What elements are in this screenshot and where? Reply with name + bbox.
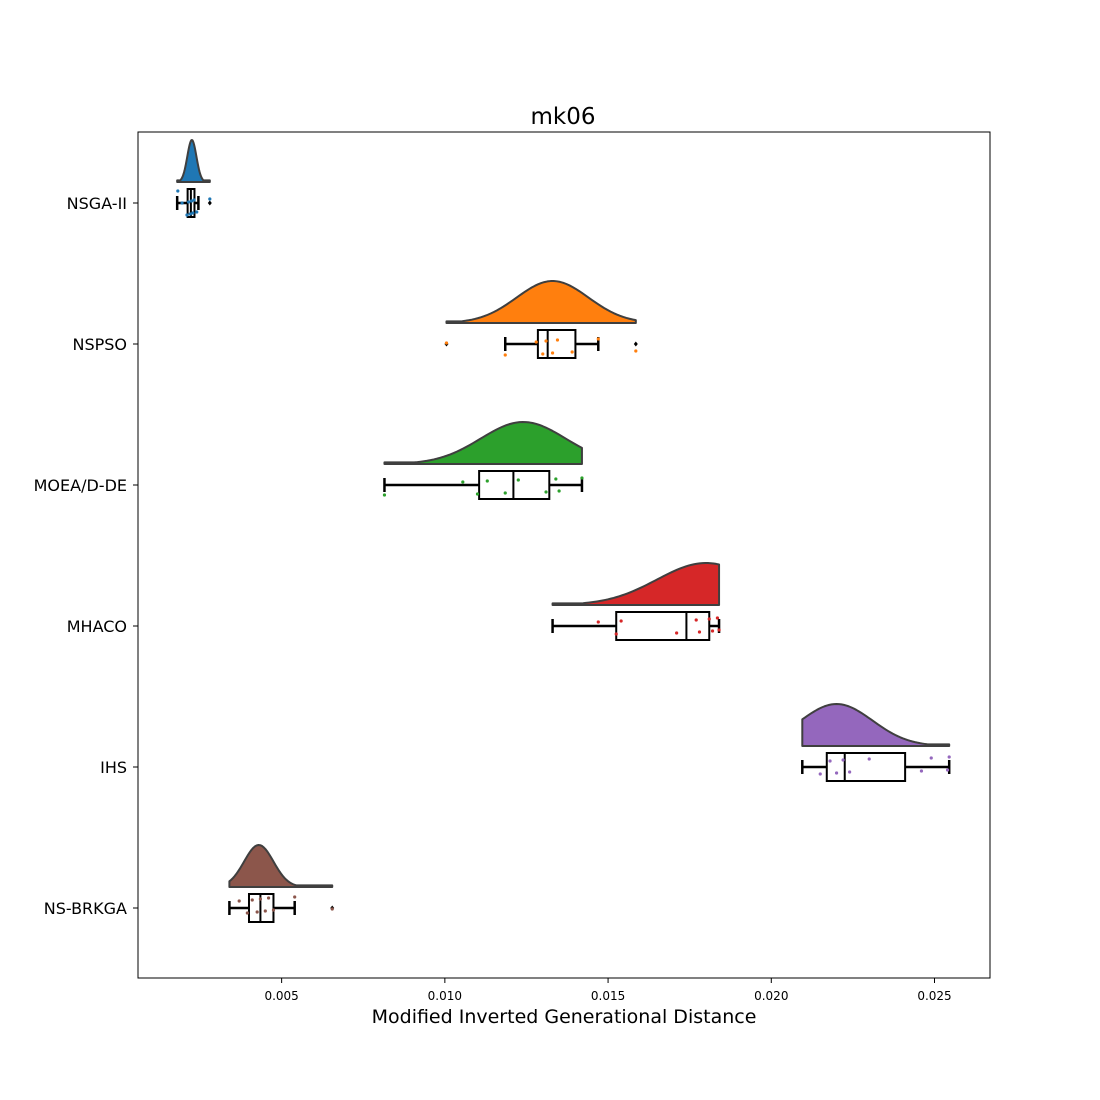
data-point-moea-d-de	[516, 478, 520, 482]
data-point-nsga-ii	[180, 201, 184, 205]
data-point-nsga-ii	[186, 200, 191, 204]
data-point-ihs	[841, 758, 845, 762]
data-point-moea-d-de	[544, 490, 548, 494]
data-point-nspso	[550, 351, 555, 355]
data-point-nsga-ii	[192, 198, 196, 202]
data-point-mhaco	[614, 632, 618, 636]
data-point-nspso	[596, 337, 600, 341]
data-point-nsga-ii	[208, 197, 212, 201]
chart-title: mk06	[531, 104, 596, 130]
data-point-nsga-ii	[176, 189, 180, 193]
data-point-mhaco	[715, 616, 720, 620]
data-point-mhaco	[694, 618, 698, 622]
data-point-moea-d-de	[461, 480, 465, 484]
data-point-mhaco	[697, 630, 702, 634]
data-point-ns-brkga	[245, 911, 249, 915]
data-point-nsga-ii	[185, 213, 189, 217]
data-point-ns-brkga	[263, 909, 267, 913]
data-point-nspso	[503, 353, 507, 357]
data-point-nspso	[555, 338, 560, 342]
data-point-mhaco	[596, 620, 600, 624]
y-axis: NSGA-II NSPSO MOEA/D-DE MHACO IHS NS-BRKGA	[34, 194, 138, 918]
data-point-moea-d-de	[485, 479, 489, 483]
plot-area-frame	[137, 131, 991, 979]
data-point-ihs	[834, 771, 839, 775]
data-point-nsga-ii	[189, 199, 194, 203]
violin-nspso	[445, 280, 637, 324]
data-point-mhaco	[710, 629, 715, 633]
x-axis-label: Modified Inverted Generational Distance	[372, 1006, 757, 1028]
points-layer	[176, 189, 951, 915]
data-point-nsga-ii	[188, 212, 192, 216]
data-point-ns-brkga	[271, 908, 276, 912]
y-tick-label-mhaco: MHACO	[67, 617, 127, 636]
data-point-moea-d-de	[554, 477, 558, 481]
data-point-mhaco	[619, 619, 623, 623]
data-point-ihs	[848, 770, 852, 774]
data-point-ns-brkga	[330, 907, 334, 911]
data-point-moea-d-de	[580, 476, 584, 480]
data-point-nspso	[544, 339, 548, 343]
data-point-ns-brkga	[293, 895, 297, 899]
y-tick-label-moea-d-de: MOEA/D-DE	[34, 476, 127, 495]
outlier-nsga-ii	[207, 200, 212, 206]
data-point-ns-brkga	[255, 910, 259, 914]
data-point-moea-d-de	[475, 492, 480, 496]
data-point-moea-d-de	[557, 489, 561, 493]
box-mhaco	[615, 611, 711, 641]
data-point-nspso	[634, 349, 638, 353]
data-point-mhaco	[675, 631, 679, 635]
data-point-ihs	[947, 755, 951, 759]
data-point-nspso	[534, 340, 538, 344]
data-point-ihs	[945, 768, 950, 772]
x-tick-label: 0.015	[591, 989, 625, 1003]
data-point-nspso	[444, 341, 449, 345]
data-point-ihs	[828, 759, 832, 763]
y-tick-label-nsga-ii: NSGA-II	[67, 194, 127, 213]
violin-ihs	[801, 703, 951, 747]
data-point-ns-brkga	[237, 899, 241, 903]
y-tick-label-nspso: NSPSO	[72, 335, 127, 354]
data-point-nsga-ii	[195, 210, 199, 214]
violin-ns-brkga	[228, 844, 334, 888]
violin-nsga-ii	[176, 139, 211, 183]
data-point-ihs	[867, 757, 871, 761]
data-point-ns-brkga	[266, 896, 271, 900]
x-tick-label: 0.025	[917, 989, 951, 1003]
violin-mhaco	[551, 562, 721, 606]
x-tick-label: 0.005	[264, 989, 298, 1003]
boxplot-layer	[175, 188, 951, 923]
data-point-nspso	[541, 352, 545, 356]
y-tick-label-ihs: IHS	[100, 758, 127, 777]
data-point-mhaco	[717, 628, 721, 632]
violin-layer	[176, 139, 951, 888]
data-point-moea-d-de	[382, 493, 387, 497]
y-tick-label-ns-brkga: NS-BRKGA	[44, 899, 127, 918]
data-point-mhaco	[707, 617, 711, 621]
data-point-moea-d-de	[503, 491, 507, 495]
data-point-ihs	[929, 756, 933, 760]
data-point-ihs	[818, 772, 822, 776]
data-point-nspso	[570, 350, 574, 354]
data-point-ns-brkga	[258, 897, 263, 901]
data-point-nsga-ii	[191, 211, 195, 215]
data-point-ns-brkga	[250, 898, 254, 902]
x-axis: 0.005 0.010 0.015 0.020 0.025	[264, 978, 952, 1003]
x-tick-label: 0.010	[428, 989, 462, 1003]
outlier-nspso	[633, 341, 638, 347]
x-tick-label: 0.020	[754, 989, 788, 1003]
violin-moea-d-de	[383, 421, 583, 465]
data-point-ihs	[919, 769, 924, 773]
box-ihs	[825, 752, 907, 782]
